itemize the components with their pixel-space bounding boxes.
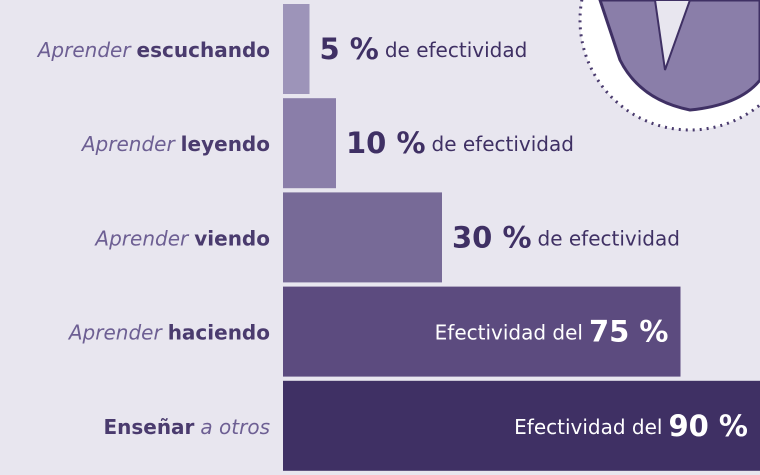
value-text: 30 % [452, 220, 532, 254]
label-suffix: de efectividad [385, 38, 527, 62]
category-part: Aprender [93, 226, 190, 250]
category-part: Aprender [36, 38, 133, 62]
chart: Aprenderescuchando5 %de efectividadApren… [0, 0, 760, 475]
value-label: 5 %de efectividad [320, 32, 528, 66]
value-text: 5 % [320, 32, 379, 66]
value-label: 10 %de efectividad [346, 126, 574, 160]
category-part: haciendo [168, 320, 270, 344]
illustration [580, 0, 760, 130]
bar [283, 192, 442, 282]
category-part: leyendo [181, 132, 270, 156]
value-text: 75 % [589, 315, 669, 349]
category-part: Enseñar [103, 414, 194, 438]
category-part: escuchando [137, 38, 270, 62]
value-label: 30 %de efectividad [452, 220, 680, 254]
bar [283, 4, 310, 94]
category-part: a otros [200, 414, 270, 438]
label-suffix: de efectividad [432, 132, 574, 156]
label-prefix: Efectividad del [514, 414, 662, 438]
bar [283, 98, 336, 188]
label-suffix: de efectividad [538, 226, 680, 250]
value-text: 90 % [668, 409, 748, 443]
label-prefix: Efectividad del [435, 320, 583, 344]
value-text: 10 % [346, 126, 426, 160]
category-part: Aprender [67, 320, 164, 344]
category-part: viendo [194, 226, 270, 250]
category-part: Aprender [80, 132, 177, 156]
